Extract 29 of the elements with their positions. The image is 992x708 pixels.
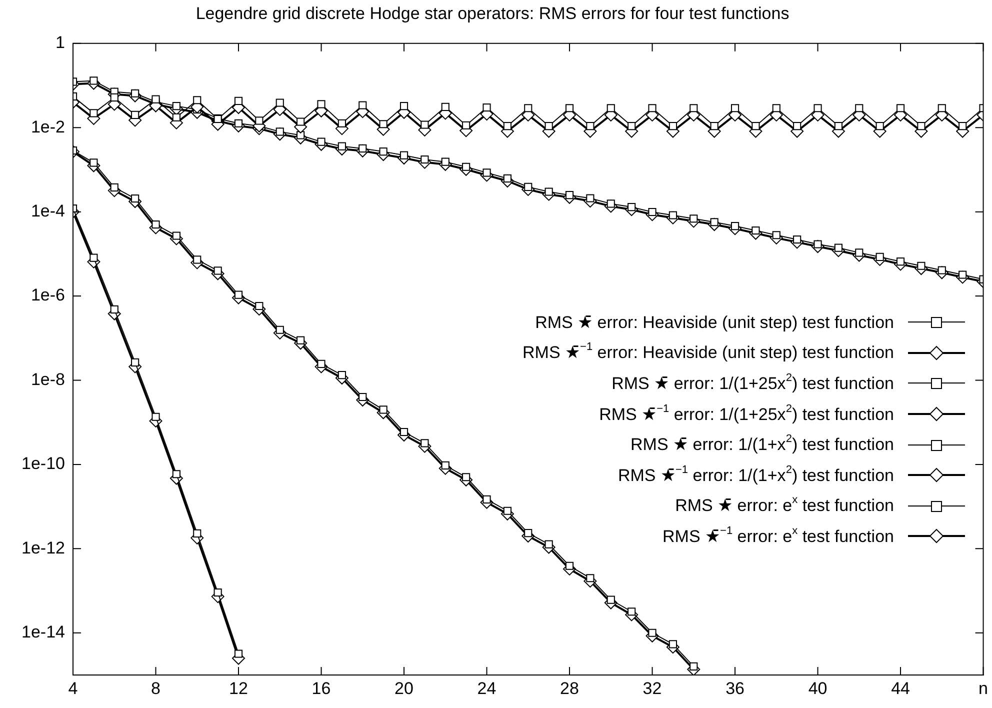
legend-label: RMS ★̄ error: e$^{x}$ test function [675, 494, 894, 516]
legend-label: RMS ★̄ error: 1/(1+x$^{2}$) test function [630, 433, 894, 456]
y-tick-label: 1e-6 [30, 286, 65, 305]
x-tick-label: 32 [642, 678, 662, 698]
legend-label: RMS ★̄$^{−1}$ error: 1/(1+25x$^{2}$) test function [599, 402, 894, 425]
y-tick-label: 1e-2 [30, 117, 65, 136]
chart-title: Legendre grid discrete Hodge star operators: RMS errors for four test functions [196, 4, 790, 23]
legend-label: RMS ★̄$^{−1}$ error: e$^{x}$ test function [662, 524, 894, 547]
legend-label: RMS ★̄$^{−1}$ error: Heaviside (unit step) test function [522, 341, 894, 364]
y-tick-label: 1 [56, 33, 65, 52]
y-tick-label: 1e-10 [22, 454, 65, 474]
x-tick-label: 12 [229, 678, 248, 698]
legend-label: RMS ★̄$^{−1}$ error: 1/(1+x$^{2}$) test function [618, 464, 894, 486]
x-tick-label: 28 [560, 678, 579, 698]
x-tick-label: 8 [151, 678, 160, 698]
x-tick-label: 44 [891, 678, 910, 698]
x-tick-label: 40 [808, 678, 828, 698]
x-tick-label: 20 [394, 678, 414, 698]
x-tick-label: 24 [477, 678, 496, 698]
x-tick-label: n [978, 678, 988, 698]
y-tick-label: 1e-4 [30, 202, 65, 221]
legend-label: RMS ★̄ error: Heaviside (unit step) test function [535, 312, 894, 333]
legend-label: RMS ★̄ error: 1/(1+25x$^{2}$) test function [612, 372, 894, 394]
x-tick-label: 4 [68, 678, 78, 698]
y-tick-label: 1e-14 [22, 622, 65, 642]
x-tick-label: 16 [312, 678, 331, 698]
y-tick-label: 1e-12 [22, 538, 65, 558]
y-tick-label: 1e-8 [30, 370, 65, 389]
x-tick-label: 36 [726, 678, 744, 698]
